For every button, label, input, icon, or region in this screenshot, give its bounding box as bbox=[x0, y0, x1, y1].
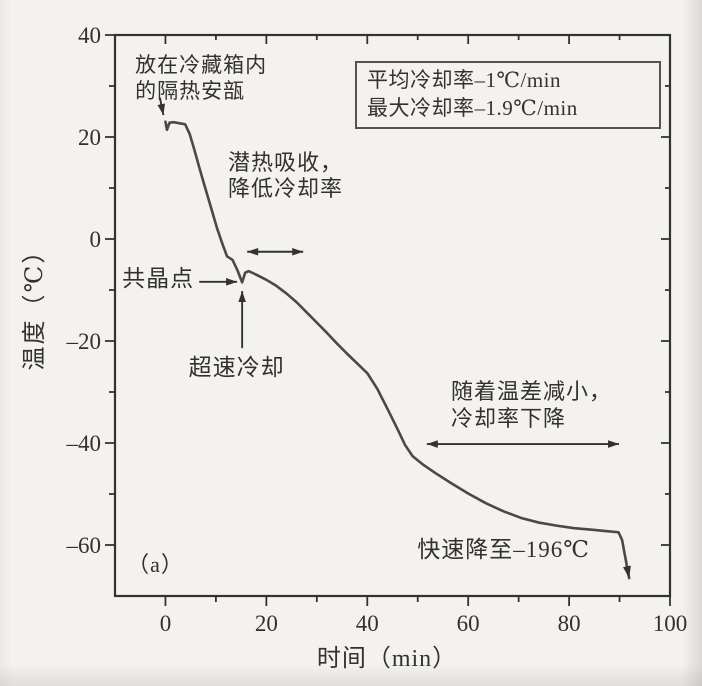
y-tick-label-40: 40 bbox=[78, 23, 101, 48]
y-tick-label-20: 20 bbox=[78, 125, 101, 150]
ampoule-note: 放在冷藏箱内的隔热安瓿 bbox=[135, 53, 267, 103]
x-tick-label-0: 0 bbox=[160, 611, 172, 636]
y-tick-label--40: –40 bbox=[66, 431, 102, 456]
y-tick-label--20: –20 bbox=[66, 329, 102, 354]
arrowhead-icon bbox=[157, 103, 165, 116]
latent-heat-note: 潜热吸收，降低冷却率 bbox=[228, 150, 343, 201]
legend-max-cooling-rate: 最大冷却率–1.9℃/min bbox=[367, 96, 578, 120]
arrowhead-icon bbox=[226, 278, 238, 286]
cooling-curve bbox=[164, 120, 631, 580]
temp-diff-note: 随着温差减小，冷却率下降 bbox=[451, 379, 612, 431]
y-tick-label--60: –60 bbox=[66, 533, 102, 558]
x-tick-label-100: 100 bbox=[653, 611, 688, 636]
arrowhead-icon bbox=[247, 247, 259, 256]
rapid-drop-label: 快速降至–196℃ bbox=[417, 537, 590, 562]
x-tick-label-20: 20 bbox=[255, 611, 278, 636]
y-tick-label-0: 0 bbox=[90, 227, 102, 252]
x-tick-label-60: 60 bbox=[457, 611, 480, 636]
legend-avg-cooling-rate: 平均冷却率–1℃/min bbox=[367, 68, 561, 92]
x-tick-label-80: 80 bbox=[558, 611, 581, 636]
arrowhead-icon bbox=[623, 565, 631, 579]
y-axis-title: 温度（℃） bbox=[22, 237, 48, 371]
eutectic-label: 共晶点 bbox=[122, 266, 194, 291]
arrowhead-icon bbox=[238, 291, 246, 303]
supercooling-label: 超速冷却 bbox=[189, 355, 285, 380]
plot-frame bbox=[113, 33, 672, 598]
x-tick-label-40: 40 bbox=[356, 611, 379, 636]
arrowhead-icon bbox=[426, 440, 438, 448]
arrowhead-icon bbox=[292, 247, 304, 256]
legend-box: 平均冷却率–1℃/min 最大冷却率–1.9℃/min bbox=[355, 61, 661, 129]
panel-label: （a） bbox=[127, 552, 184, 577]
x-axis-title: 时间（min） bbox=[316, 646, 458, 672]
arrowhead-icon bbox=[608, 440, 620, 448]
